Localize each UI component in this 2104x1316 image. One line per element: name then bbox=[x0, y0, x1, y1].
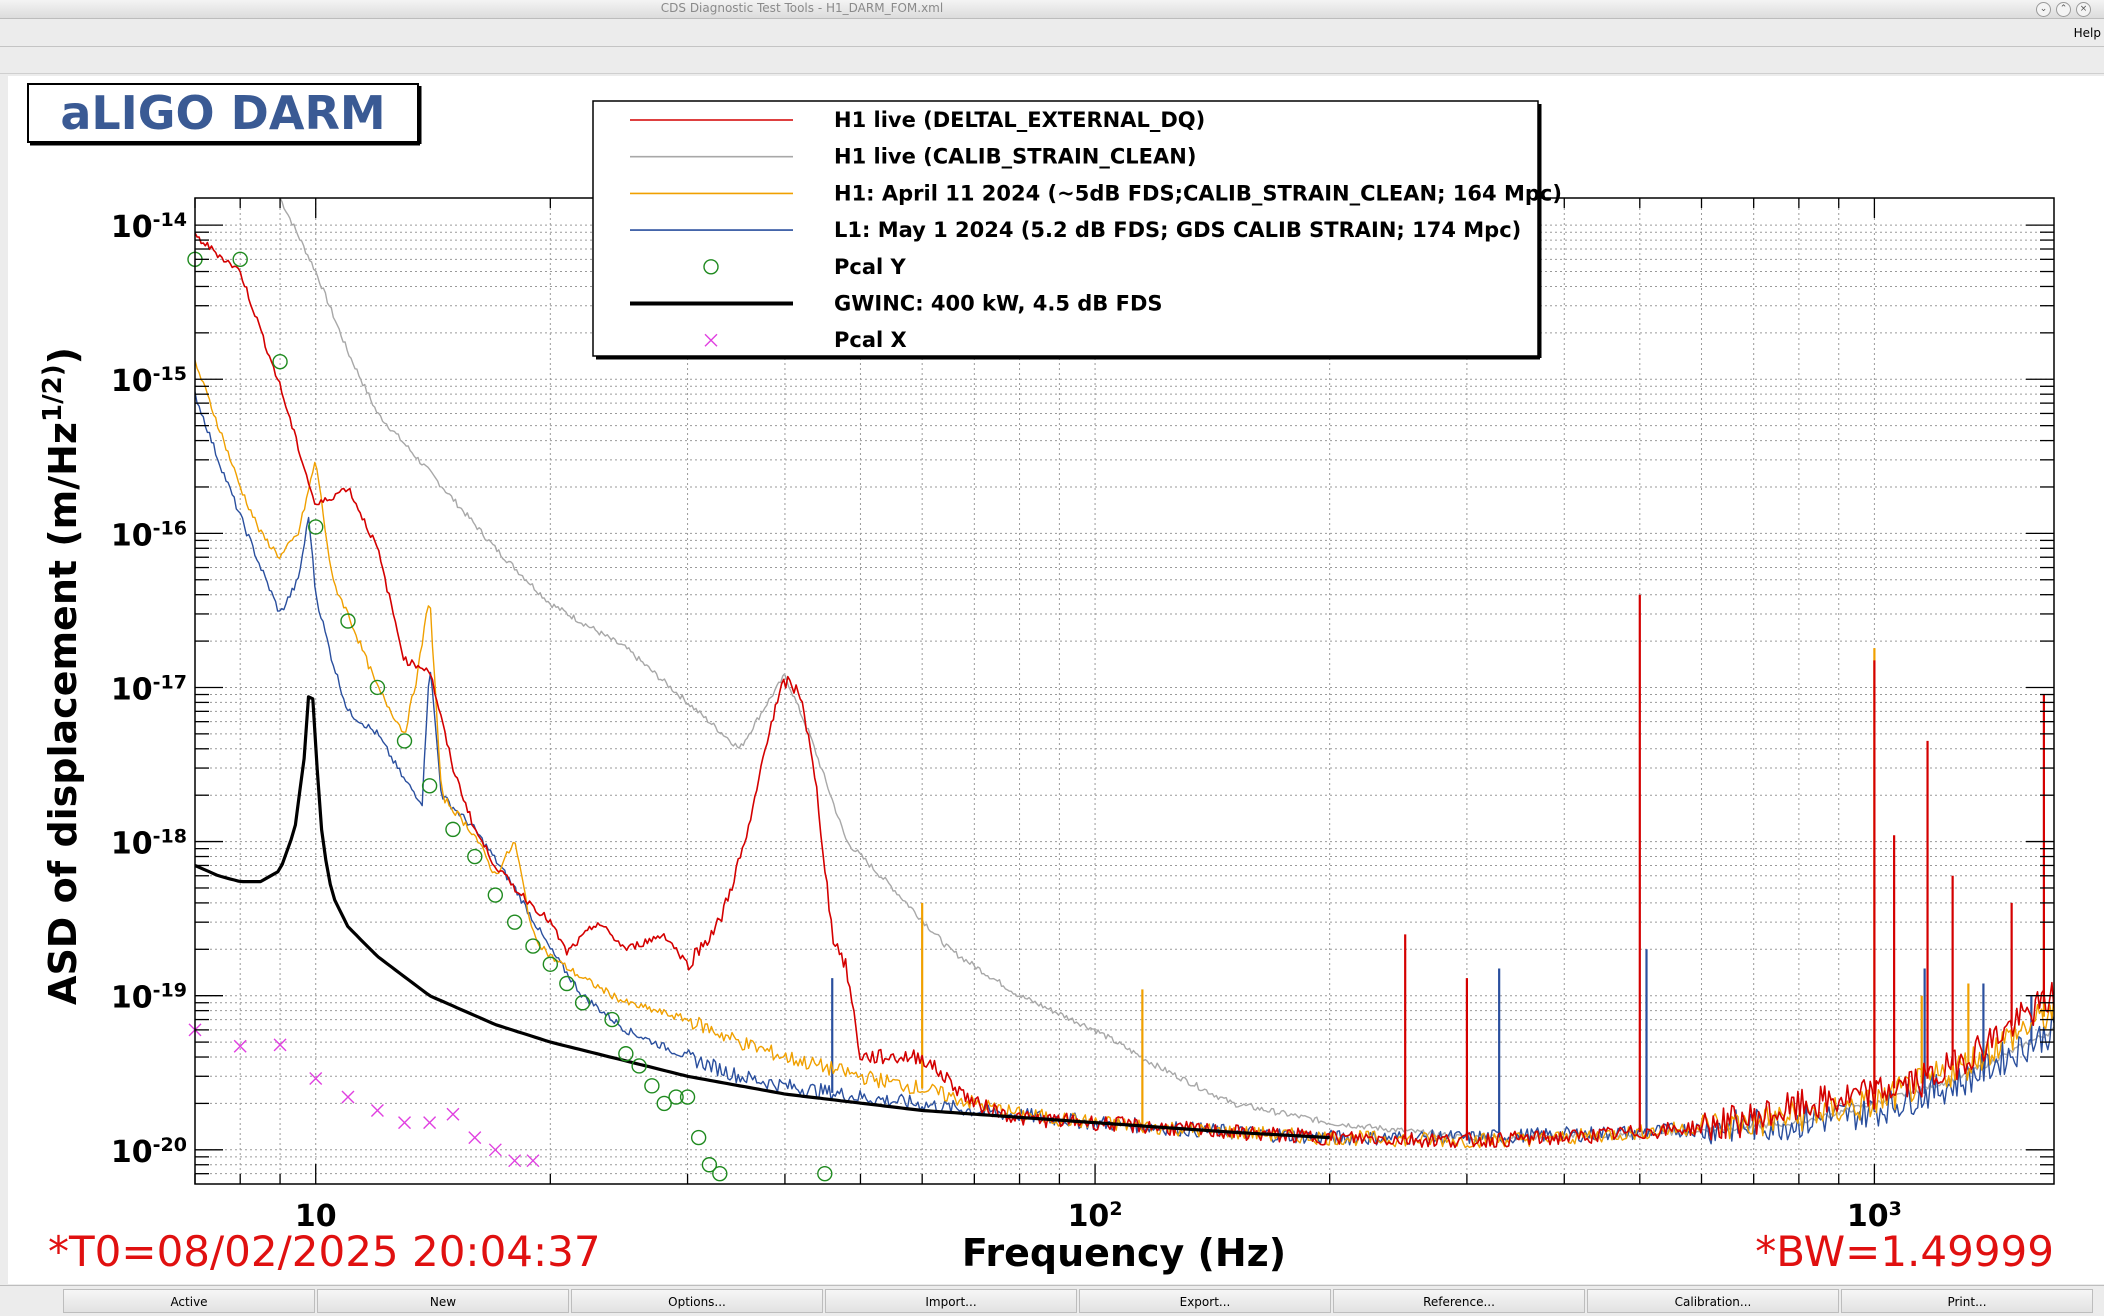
pcal-y-point bbox=[679, 1089, 696, 1105]
calibration-button[interactable]: Calibration... bbox=[1587, 1289, 1839, 1313]
plot-area bbox=[195, 198, 2054, 1184]
legend-label: L1: May 1 2024 (5.2 dB FDS; GDS CALIB ST… bbox=[834, 218, 1521, 242]
pcal-y-point bbox=[604, 1011, 620, 1028]
pcal-y-point bbox=[525, 938, 541, 954]
pcal-y-point bbox=[232, 251, 248, 268]
pcal-x-point bbox=[309, 1072, 323, 1086]
toolbar-area bbox=[0, 47, 2104, 74]
pcal-y-point bbox=[668, 1089, 684, 1105]
y-tick-label: 10-19 bbox=[111, 980, 187, 1016]
y-tick-label: 10-15 bbox=[111, 363, 187, 399]
options-button[interactable]: Options... bbox=[571, 1289, 823, 1313]
legend-marker-pcal-y bbox=[703, 259, 719, 275]
pcal-y-point bbox=[421, 778, 438, 794]
pcal-y-point bbox=[445, 821, 461, 838]
pcal-x-point bbox=[398, 1116, 412, 1130]
window-titlebar: CDS Diagnostic Test Tools - H1_DARM_FOM.… bbox=[0, 0, 2104, 19]
pcal-y-point bbox=[574, 995, 591, 1011]
pcal-x-point bbox=[341, 1090, 355, 1104]
y-axis-label: ASD of displacement (m/Hz1/2)) bbox=[38, 347, 85, 1005]
series-line-2 bbox=[195, 360, 2054, 1149]
darm-plot[interactable]: 10 102 103 10-20 10-19 10-18 10-17 10-16 10-15 10… bbox=[8, 76, 2104, 1284]
active-button[interactable]: Active bbox=[63, 1289, 315, 1313]
title-box bbox=[27, 83, 419, 143]
window-title: CDS Diagnostic Test Tools - H1_DARM_FOM.… bbox=[660, 1, 944, 15]
y-tick-label: 10-20 bbox=[111, 1134, 187, 1170]
legend-label: Pcal Y bbox=[834, 255, 907, 279]
bottom-button-bar: Active New Options... Import... Export..… bbox=[0, 1285, 2104, 1316]
legend-label: Pcal X bbox=[834, 328, 907, 352]
pcal-x-point bbox=[273, 1038, 287, 1052]
pcal-x-point bbox=[526, 1154, 540, 1168]
legend-marker-pcal-x bbox=[704, 333, 718, 347]
legend-label: H1 live (CALIB_STRAIN_CLEAN) bbox=[834, 145, 1196, 169]
pcal-x-point bbox=[446, 1107, 460, 1121]
pcal-y-point bbox=[396, 733, 413, 749]
pcal-y-point bbox=[559, 975, 575, 992]
x-tick-label: 103 bbox=[1847, 1198, 1902, 1234]
legend-label: GWINC: 400 kW, 4.5 dB FDS bbox=[834, 292, 1163, 316]
new-button[interactable]: New bbox=[317, 1289, 569, 1313]
x-tick-label: 102 bbox=[1068, 1198, 1123, 1234]
pcal-y-point bbox=[467, 848, 483, 865]
help-menu[interactable]: Help bbox=[2073, 26, 2101, 40]
pcal-y-point bbox=[506, 914, 523, 930]
pcal-y-point bbox=[644, 1078, 660, 1094]
pcal-y-point bbox=[369, 679, 386, 696]
pcal-x-point bbox=[468, 1131, 482, 1145]
pcal-y-point bbox=[272, 353, 288, 370]
pcal-y-point bbox=[340, 613, 356, 629]
y-tick-label: 10-16 bbox=[111, 517, 187, 553]
pcal-x-point bbox=[423, 1116, 437, 1130]
pcal-y-point bbox=[701, 1157, 718, 1173]
pcal-x-point bbox=[488, 1143, 502, 1157]
x-axis-label: Frequency (Hz) bbox=[962, 1231, 1286, 1275]
import-button[interactable]: Import... bbox=[825, 1289, 1077, 1313]
legend-label: H1 live (DELTAL_EXTERNAL_DQ) bbox=[834, 108, 1205, 132]
pcal-x-point bbox=[370, 1103, 384, 1117]
chart-title: aLIGO DARM bbox=[60, 86, 385, 140]
pcal-y-point bbox=[542, 956, 559, 972]
legend-box bbox=[592, 100, 1539, 357]
pcal-y-point bbox=[656, 1095, 672, 1112]
y-tick-label: 10-17 bbox=[111, 671, 187, 707]
close-icon[interactable]: × bbox=[2076, 2, 2091, 17]
legend-label: H1: April 11 2024 (~5dB FDS;CALIB_STRAIN… bbox=[834, 181, 1562, 205]
x-tick-label: 10 bbox=[295, 1199, 337, 1234]
menubar: Help bbox=[0, 20, 2104, 47]
y-tick-label: 10-18 bbox=[111, 826, 187, 862]
reference-button[interactable]: Reference... bbox=[1333, 1289, 1585, 1313]
print-button[interactable]: Print... bbox=[1841, 1289, 2093, 1313]
series-group bbox=[195, 198, 2054, 1149]
t0-label: *T0=08/02/2025 20:04:37 bbox=[48, 1227, 601, 1276]
pcal-y-point bbox=[487, 887, 504, 903]
export-button[interactable]: Export... bbox=[1079, 1289, 1331, 1313]
plot-canvas[interactable]: 10 102 103 10-20 10-19 10-18 10-17 10-16 10-15 10… bbox=[8, 76, 2104, 1284]
series-line-4 bbox=[195, 695, 1330, 1140]
minimize-icon[interactable]: ⌄ bbox=[2036, 2, 2051, 17]
pcal-y-point bbox=[817, 1165, 833, 1182]
bw-label: *BW=1.49999 bbox=[1755, 1227, 2054, 1276]
pcal-x-point bbox=[233, 1039, 247, 1053]
maximize-icon[interactable]: ⌃ bbox=[2056, 2, 2071, 17]
pcal-y-point bbox=[618, 1046, 634, 1062]
pcal-y-point bbox=[712, 1165, 728, 1182]
pcal-y-point bbox=[690, 1129, 707, 1146]
y-tick-label: 10-14 bbox=[111, 209, 187, 245]
pcal-y-point bbox=[631, 1058, 647, 1074]
pcal-x-point bbox=[508, 1154, 522, 1168]
pcal-y-point bbox=[308, 519, 324, 535]
